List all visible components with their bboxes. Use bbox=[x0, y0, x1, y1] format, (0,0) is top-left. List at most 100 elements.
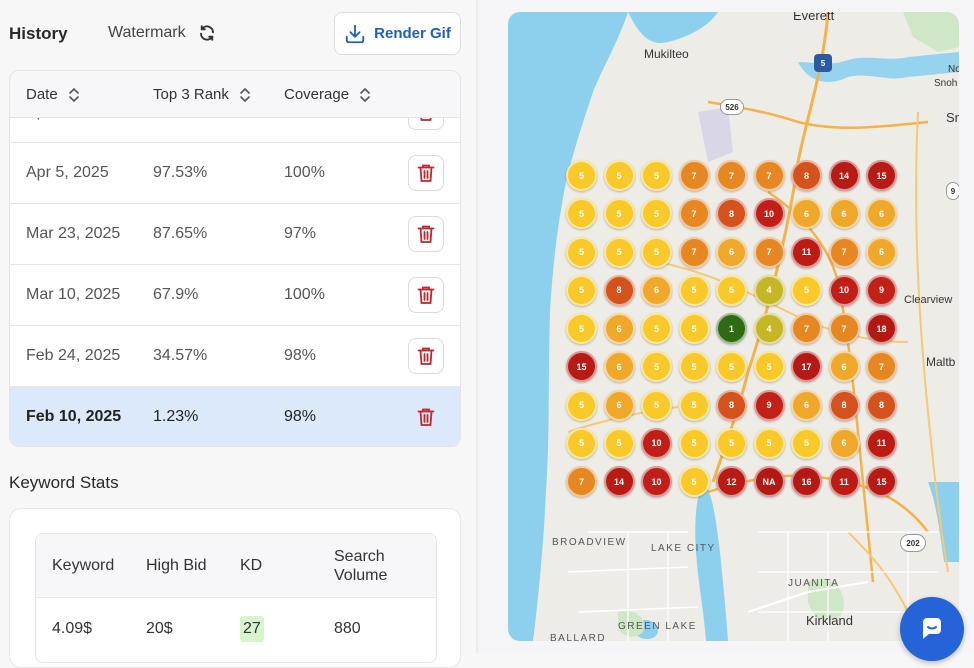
rank-pin[interactable]: 6 bbox=[603, 389, 635, 421]
table-row[interactable]: Mar 10, 2025 67.9% 100% bbox=[10, 265, 460, 326]
rank-pin[interactable]: 5 bbox=[641, 236, 672, 268]
table-row[interactable]: Mar 23, 2025 87.65% 97% bbox=[10, 204, 460, 265]
rank-pin[interactable]: 5 bbox=[566, 274, 597, 306]
rank-pin[interactable]: 5 bbox=[716, 427, 747, 459]
col-coverage-header[interactable]: Coverage bbox=[284, 86, 371, 103]
rank-pin[interactable]: 7 bbox=[828, 313, 860, 344]
rank-pin[interactable]: 8 bbox=[828, 389, 860, 421]
rank-pin[interactable]: 11 bbox=[791, 236, 822, 268]
rank-pin[interactable]: 7 bbox=[753, 236, 785, 268]
col-date-header[interactable]: Date bbox=[26, 86, 80, 103]
rank-pin[interactable]: 5 bbox=[678, 274, 710, 306]
rank-pin[interactable]: 6 bbox=[716, 236, 747, 268]
rank-pin[interactable]: 8 bbox=[866, 389, 897, 421]
rank-pin[interactable]: 5 bbox=[603, 427, 635, 459]
rank-pin[interactable]: 5 bbox=[753, 427, 785, 459]
rank-pin[interactable]: 11 bbox=[828, 466, 860, 497]
rank-pin[interactable]: 6 bbox=[791, 198, 822, 230]
delete-button[interactable] bbox=[408, 277, 444, 313]
refresh-icon[interactable] bbox=[198, 24, 216, 42]
rank-pin[interactable]: 18 bbox=[866, 313, 897, 344]
chat-button[interactable] bbox=[900, 597, 964, 661]
table-row[interactable]: Feb 24, 2025 34.57% 98% bbox=[10, 326, 460, 387]
rank-pin[interactable]: 8 bbox=[716, 389, 747, 421]
rank-pin[interactable]: 5 bbox=[566, 160, 597, 191]
rank-pin[interactable]: 5 bbox=[566, 427, 597, 459]
rank-pin[interactable]: 6 bbox=[791, 389, 822, 421]
rank-pin[interactable]: 14 bbox=[603, 466, 635, 497]
rank-pin[interactable]: 5 bbox=[603, 236, 635, 268]
rank-pin[interactable]: 7 bbox=[791, 313, 822, 344]
rank-pin[interactable]: 5 bbox=[753, 351, 785, 383]
rank-pin[interactable]: 7 bbox=[828, 236, 860, 268]
rank-pin[interactable]: 6 bbox=[866, 236, 897, 268]
table-row-selected[interactable]: Feb 10, 2025 1.23% 98% bbox=[10, 387, 460, 446]
rank-pin[interactable]: 5 bbox=[566, 389, 597, 421]
rank-grid-map[interactable]: Everett Mukilteo No Snoh Sn Clearview Ma… bbox=[508, 12, 959, 641]
rank-pin[interactable]: 5 bbox=[641, 389, 672, 421]
rank-pin[interactable]: 7 bbox=[866, 351, 897, 383]
rank-pin[interactable]: 5 bbox=[641, 160, 672, 191]
rank-pin[interactable]: 5 bbox=[716, 274, 747, 306]
rank-pin[interactable]: NA bbox=[753, 466, 785, 497]
rank-pin[interactable]: 15 bbox=[566, 351, 597, 383]
rank-pin[interactable]: 5 bbox=[678, 389, 710, 421]
rank-pin[interactable]: 14 bbox=[828, 160, 860, 191]
rank-pin[interactable]: 7 bbox=[753, 160, 785, 191]
delete-button[interactable] bbox=[408, 155, 444, 191]
rank-pin[interactable]: 8 bbox=[603, 274, 635, 306]
rank-pin[interactable]: 4 bbox=[753, 313, 785, 344]
rank-pin[interactable]: 5 bbox=[641, 351, 672, 383]
rank-pin[interactable]: 5 bbox=[791, 274, 822, 306]
rank-pin[interactable]: 8 bbox=[716, 198, 747, 230]
rank-pin[interactable]: 8 bbox=[791, 160, 822, 191]
rank-pin[interactable]: 5 bbox=[566, 313, 597, 344]
rank-pin[interactable]: 5 bbox=[678, 427, 710, 459]
delete-button[interactable] bbox=[408, 399, 444, 435]
rank-pin[interactable]: 5 bbox=[641, 313, 672, 344]
col-top3-header[interactable]: Top 3 Rank bbox=[153, 86, 251, 103]
render-gif-button[interactable]: Render Gif bbox=[334, 12, 461, 55]
rank-pin[interactable]: 9 bbox=[866, 274, 897, 306]
map-label-mukilteo: Mukilteo bbox=[644, 47, 689, 61]
delete-button[interactable] bbox=[408, 338, 444, 374]
rank-pin[interactable]: 6 bbox=[866, 198, 897, 230]
rank-pin[interactable]: 6 bbox=[828, 351, 860, 383]
rank-pin[interactable]: 7 bbox=[566, 466, 597, 497]
rank-pin[interactable]: 6 bbox=[641, 274, 672, 306]
rank-pin[interactable]: 12 bbox=[716, 466, 747, 497]
rank-pin[interactable]: 17 bbox=[791, 351, 822, 383]
rank-pin[interactable]: 7 bbox=[678, 236, 710, 268]
rank-pin[interactable]: 7 bbox=[678, 160, 710, 191]
rank-pin[interactable]: 5 bbox=[603, 160, 635, 191]
rank-pin[interactable]: 5 bbox=[716, 351, 747, 383]
watermark-toggle[interactable]: Watermark bbox=[108, 24, 186, 41]
rank-pin[interactable]: 5 bbox=[791, 427, 822, 459]
rank-pin[interactable]: 5 bbox=[566, 198, 597, 230]
rank-pin[interactable]: 5 bbox=[678, 351, 710, 383]
rank-pin[interactable]: 9 bbox=[753, 389, 785, 421]
rank-pin[interactable]: 15 bbox=[866, 466, 897, 497]
rank-pin[interactable]: 10 bbox=[828, 274, 860, 306]
rank-pin[interactable]: 5 bbox=[641, 198, 672, 230]
rank-pin[interactable]: 16 bbox=[791, 466, 822, 497]
rank-pin[interactable]: 10 bbox=[753, 198, 785, 230]
rank-pin[interactable]: 10 bbox=[641, 427, 672, 459]
table-row[interactable]: Apr 5, 2025 97.53% 100% bbox=[10, 143, 460, 204]
rank-pin[interactable]: 5 bbox=[566, 236, 597, 268]
rank-pin[interactable]: 5 bbox=[678, 466, 710, 497]
rank-pin[interactable]: 5 bbox=[603, 198, 635, 230]
rank-pin[interactable]: 4 bbox=[753, 274, 785, 306]
rank-pin[interactable]: 10 bbox=[641, 466, 672, 497]
rank-pin[interactable]: 7 bbox=[716, 160, 747, 191]
rank-pin[interactable]: 6 bbox=[603, 351, 635, 383]
rank-pin[interactable]: 6 bbox=[828, 427, 860, 459]
rank-pin[interactable]: 6 bbox=[828, 198, 860, 230]
delete-button[interactable] bbox=[408, 216, 444, 252]
rank-pin[interactable]: 1 bbox=[716, 313, 747, 344]
rank-pin[interactable]: 7 bbox=[678, 198, 710, 230]
rank-pin[interactable]: 5 bbox=[678, 313, 710, 344]
rank-pin[interactable]: 15 bbox=[866, 160, 897, 191]
rank-pin[interactable]: 11 bbox=[866, 427, 897, 459]
rank-pin[interactable]: 6 bbox=[603, 313, 635, 344]
